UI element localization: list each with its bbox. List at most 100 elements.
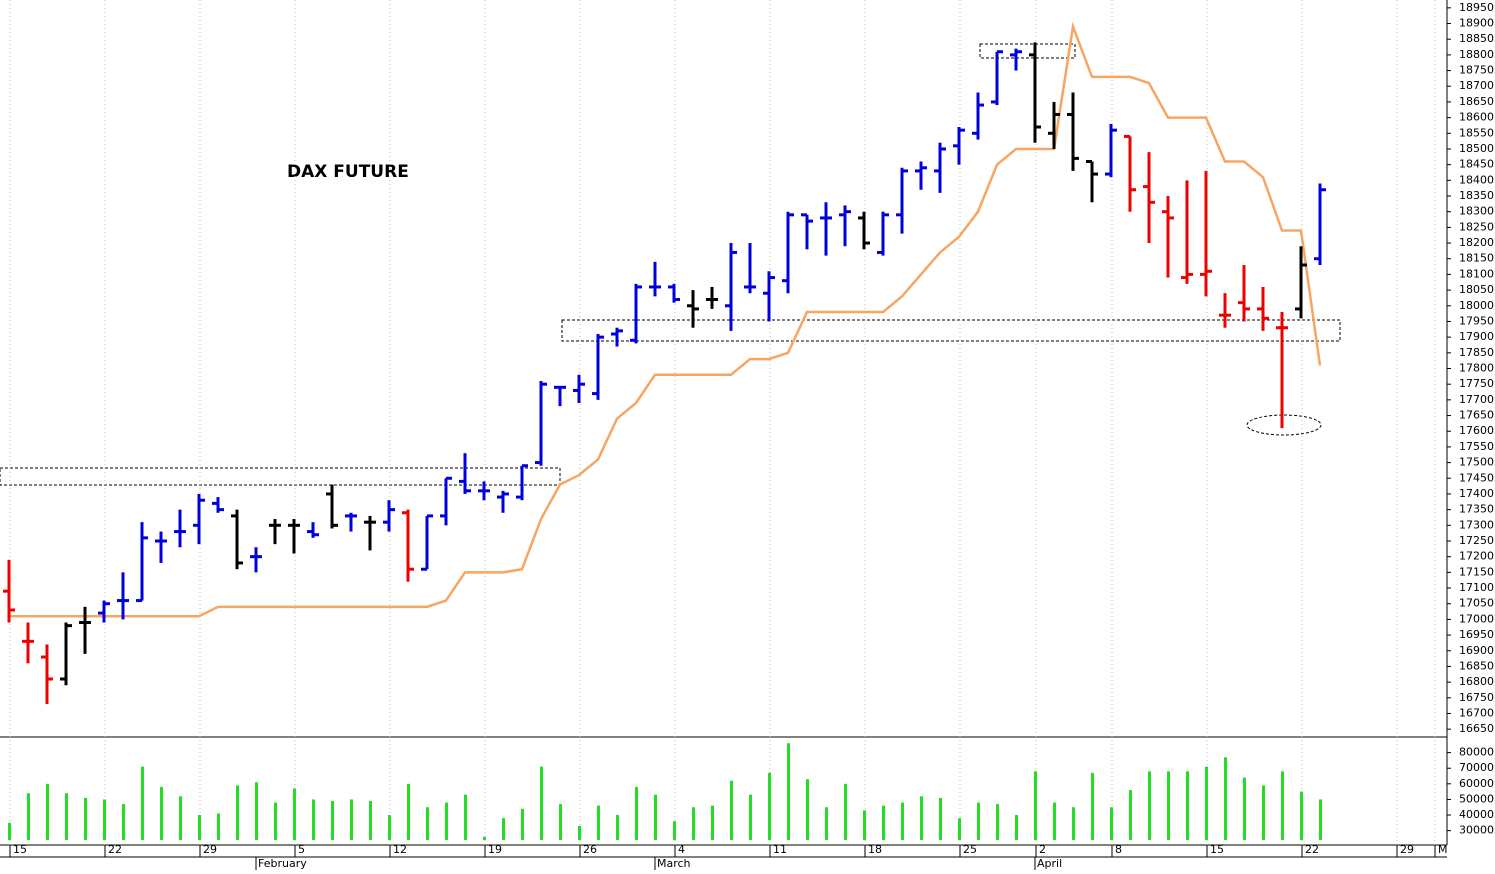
y-tick-label: 17450 [1459,471,1494,484]
y-tick-label: 16800 [1459,675,1494,688]
volume-bar [255,782,258,840]
y-tick-label: 16750 [1459,691,1494,704]
volume-bar [331,800,334,840]
y-tick-label: 17100 [1459,581,1494,594]
volume-bar [1129,790,1132,840]
volume-bar [939,797,942,840]
volume-bar [217,813,220,840]
y-tick-label: 18050 [1459,283,1494,296]
y-tick-label: 18650 [1459,95,1494,108]
volume-bar [1224,757,1227,840]
x-tick-label: 22 [1305,843,1319,856]
volume-bar [274,802,277,840]
volume-bar [730,780,733,840]
y-tick-label: 16700 [1459,706,1494,719]
volume-bar [844,783,847,840]
volume-bar [521,808,524,840]
volume-bar [578,825,581,840]
x-tick-label: 26 [583,843,597,856]
annotation-box [979,43,1076,59]
y-tick-label: 17850 [1459,346,1494,359]
volume-bar [426,807,429,840]
volume-bar [141,766,144,840]
volume-bar [920,796,923,840]
volume-bar [559,804,562,840]
volume-bar [768,772,771,840]
volume-bar [996,804,999,840]
volume-bar [407,783,410,840]
y-tick-label: 18400 [1459,173,1494,186]
y-tick-label: 18200 [1459,236,1494,249]
volume-bar [1186,771,1189,840]
y-tick-label: 17300 [1459,518,1494,531]
volume-bar [464,794,467,840]
volume-bar [635,786,638,840]
y-tick-label: 18600 [1459,111,1494,124]
volume-bar [1262,785,1265,840]
volume-bar [958,818,961,840]
volume-bar [692,807,695,840]
volume-bar [350,799,353,840]
volume-bar [597,805,600,840]
y-tick-label: 30000 [1459,824,1494,837]
chart-title: DAX FUTURE [287,162,409,182]
x-tick-label: 29 [203,843,217,856]
y-tick-label: 18750 [1459,64,1494,77]
volume-bar [369,800,372,840]
y-tick-label: 16650 [1459,722,1494,735]
volume-bar [1167,771,1170,840]
volume-bar [787,743,790,840]
volume-bar [1034,771,1037,840]
volume-bar [977,802,980,840]
volume-bar [483,836,486,840]
y-tick-label: 18100 [1459,267,1494,280]
y-tick-label: 80000 [1459,746,1494,759]
x-tick-label: 4 [678,843,685,856]
volume-bar [1091,772,1094,840]
x-tick-label: 15 [1210,843,1224,856]
x-tick-label: 18 [868,843,882,856]
y-tick-label: 17500 [1459,456,1494,469]
volume-bar [65,793,68,840]
month-label: April [1037,857,1062,870]
y-tick-label: 40000 [1459,808,1494,821]
x-tick-label: M [1438,843,1448,856]
volume-bar [1148,771,1151,840]
volume-bar [84,797,87,840]
y-tick-label: 17150 [1459,565,1494,578]
volume-bar [1300,791,1303,840]
y-tick-label: 17900 [1459,330,1494,343]
x-tick-label: 2 [1039,843,1046,856]
stop-line [9,21,1322,618]
volume-bar [673,821,676,840]
x-tick-label: 22 [108,843,122,856]
volume-bar [1319,799,1322,840]
y-tick-label: 17800 [1459,362,1494,375]
volume-bar [236,785,239,840]
volume-bar [388,815,391,840]
volume-bar [901,802,904,840]
volume-bar [103,799,106,840]
volume-bar [1015,815,1018,840]
volume-bar [8,822,11,840]
volume-bar [1205,766,1208,840]
y-tick-label: 18150 [1459,252,1494,265]
y-tick-label: 18550 [1459,126,1494,139]
x-tick-label: 25 [963,843,977,856]
volume-bar [1053,802,1056,840]
volume-bar [711,805,714,840]
volume-bar [540,766,543,840]
x-tick-label: 19 [488,843,502,856]
x-tick-label: 12 [393,843,407,856]
y-tick-label: 18500 [1459,142,1494,155]
y-tick-label: 17650 [1459,409,1494,422]
volume-bar [502,818,505,840]
y-tick-label: 18300 [1459,205,1494,218]
volume-bar [863,810,866,840]
volume-bar [616,815,619,840]
volume-bar [749,794,752,840]
volume-bar [46,783,49,840]
y-tick-label: 17950 [1459,314,1494,327]
